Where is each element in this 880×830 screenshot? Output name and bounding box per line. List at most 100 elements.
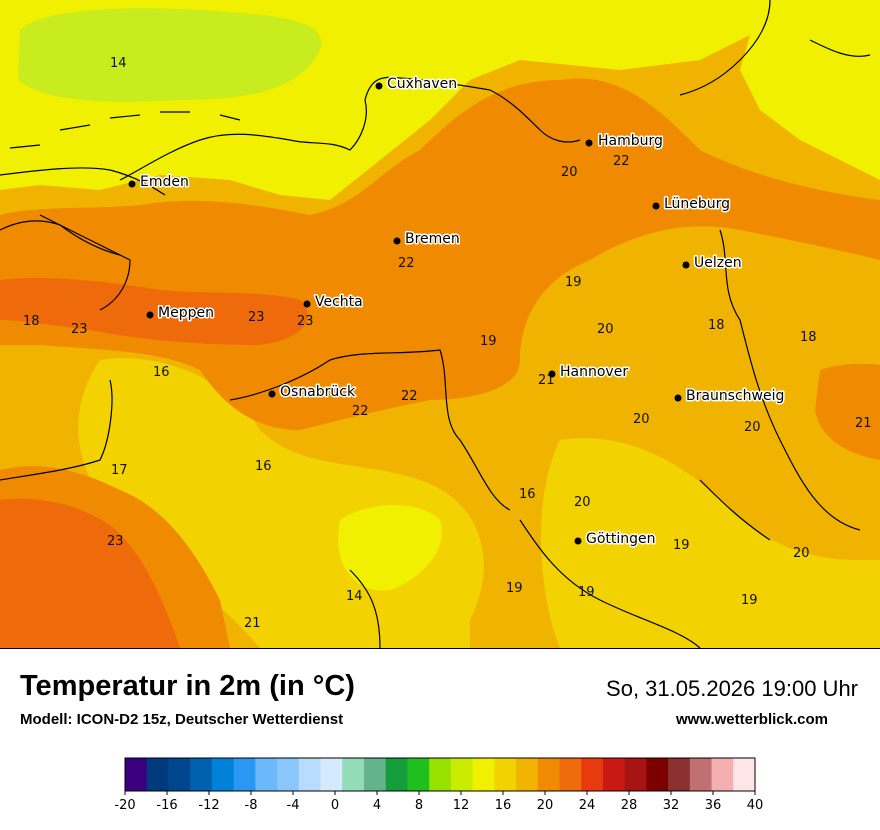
hottest-patch-west (0, 278, 308, 345)
legend-tick-label: 4 (373, 798, 381, 813)
city-dot (375, 82, 383, 90)
legend-tick-label: -4 (287, 798, 300, 813)
temp-label: 14 (346, 589, 363, 604)
city-label: Hamburg (598, 133, 663, 149)
city-dot (682, 261, 690, 269)
temp-label: 21 (855, 416, 872, 431)
model-source: Modell: ICON-D2 15z, Deutscher Wetterdie… (20, 711, 344, 728)
legend-swatch (233, 758, 256, 791)
temp-label: 23 (248, 310, 265, 325)
temp-label: 16 (153, 365, 170, 380)
temp-label: 14 (110, 56, 127, 71)
legend-swatch (537, 758, 560, 791)
temp-label: 22 (352, 404, 369, 419)
legend-swatch (320, 758, 343, 791)
color-legend: -20 -16 -12 -8 -4 0 4 8 12 16 20 24 28 32 36 40 (114, 757, 763, 813)
legend-swatch (711, 758, 734, 791)
legend-swatch (733, 758, 756, 791)
legend-tick-label: 40 (747, 798, 764, 813)
city-label: Lüneburg (664, 196, 730, 212)
legend-swatches (125, 758, 756, 791)
temp-label: 19 (673, 538, 690, 553)
valid-datetime: So, 31.05.2026 19:00 Uhr (606, 676, 858, 701)
mild-land-east (541, 438, 880, 648)
temp-label: 22 (401, 389, 418, 404)
temp-label: 19 (578, 585, 595, 600)
legend-border (124, 757, 756, 792)
temp-label: 17 (111, 463, 128, 478)
cool-sea-patch (18, 8, 322, 102)
city-label: Bremen (405, 231, 460, 247)
legend-swatch (559, 758, 582, 791)
city-label: Osnabrück (280, 384, 356, 400)
city-dot (652, 202, 660, 210)
sea-area-east (740, 0, 880, 180)
legend-tick-label: 24 (579, 798, 596, 813)
coastlines (0, 0, 871, 648)
legend-swatch (363, 758, 387, 791)
city-markers: Cuxhaven Hamburg Emden Lüneburg Bremen U… (128, 75, 786, 549)
legend-swatch (190, 758, 213, 791)
legend-tick-label: 8 (415, 798, 423, 813)
legend-swatch (689, 758, 713, 791)
legend-swatch (602, 758, 626, 791)
city-dot (574, 537, 582, 545)
legend-tick-label: -16 (156, 798, 177, 813)
temp-label: 20 (574, 495, 591, 510)
temp-label: 23 (71, 322, 88, 337)
map-title: Temperatur in 2m (in °C) (20, 670, 355, 702)
city-label: Meppen (158, 305, 214, 321)
legend-swatch (255, 758, 278, 791)
legend-tick-label: -12 (198, 798, 219, 813)
temperature-labels: 14 22 20 22 19 18 23 23 23 23 19 20 18 1… (23, 56, 872, 631)
legend-tick-label: 12 (453, 798, 470, 813)
legend-swatch (516, 758, 539, 791)
city-label: Cuxhaven (387, 76, 457, 92)
website-link[interactable]: www.wetterblick.com (676, 711, 828, 728)
temp-label: 20 (793, 546, 810, 561)
temp-label: 16 (519, 487, 536, 502)
legend-swatch (429, 758, 452, 791)
temp-label: 19 (741, 593, 758, 608)
temp-label: 19 (565, 275, 582, 290)
temp-label: 22 (613, 154, 630, 169)
legend-tick-label: 16 (495, 798, 512, 813)
legend-ticks: -20 -16 -12 -8 -4 0 4 8 12 16 20 24 28 32 36 40 (114, 791, 763, 813)
legend-swatch (277, 758, 300, 791)
legend-swatch (472, 758, 495, 791)
city-dot (146, 311, 154, 319)
legend-swatch (342, 758, 365, 791)
temp-label: 21 (244, 616, 261, 631)
legend-swatch (146, 758, 169, 791)
legend-tick-label: 20 (537, 798, 554, 813)
legend-tick-label: -20 (114, 798, 135, 813)
city-label: Göttingen (586, 531, 656, 547)
legend-tick-label: 28 (621, 798, 638, 813)
legend-swatch (298, 758, 322, 791)
temperature-map: 14 22 20 22 19 18 23 23 23 23 19 20 18 1… (0, 0, 880, 649)
hottest-patch-southwest (0, 498, 180, 648)
legend-tick-label: 32 (663, 798, 680, 813)
legend-swatch (407, 758, 430, 791)
temp-label: 20 (744, 420, 761, 435)
temp-label: 22 (398, 256, 415, 271)
city-label: Braunschweig (686, 388, 784, 404)
temp-label: 20 (633, 412, 650, 427)
temp-label: 19 (506, 581, 523, 596)
temp-label: 23 (192, 307, 209, 322)
city-dot (585, 139, 593, 147)
city-label: Uelzen (694, 255, 742, 271)
city-dot (548, 370, 556, 378)
temp-label: 16 (255, 459, 272, 474)
temp-label: 20 (561, 165, 578, 180)
city-dot (268, 390, 276, 398)
legend-tick-label: 36 (705, 798, 722, 813)
legend-swatch (646, 758, 669, 791)
legend-swatch (494, 758, 517, 791)
temp-label: 18 (23, 314, 40, 329)
temp-label: 23 (297, 314, 314, 329)
temp-label: 18 (708, 318, 725, 333)
city-dot (128, 180, 136, 188)
legend-swatch (211, 758, 235, 791)
legend-swatch (168, 758, 191, 791)
